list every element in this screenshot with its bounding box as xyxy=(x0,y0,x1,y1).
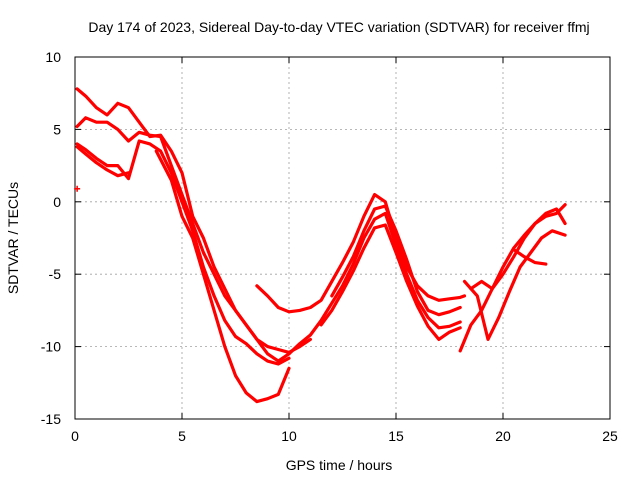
series-line-9 xyxy=(330,204,462,317)
y-tick-label: -10 xyxy=(41,339,61,355)
series-line-13 xyxy=(512,248,548,266)
y-tick-label: 5 xyxy=(53,121,61,137)
y-tick-label: 10 xyxy=(45,49,61,65)
grid xyxy=(75,57,610,419)
x-tick-label: 5 xyxy=(178,428,186,444)
series-line-4 xyxy=(75,145,131,178)
series-line-3 xyxy=(75,139,291,366)
series-line-2 xyxy=(75,116,312,354)
x-tick-label: 10 xyxy=(281,428,297,444)
chart-title: Day 174 of 2023, Sidereal Day-to-day VTE… xyxy=(88,19,589,35)
x-tick-label: 20 xyxy=(495,428,511,444)
y-tick-label: -15 xyxy=(41,411,61,427)
x-tick-label: 25 xyxy=(602,428,618,444)
x-tick-label: 15 xyxy=(388,428,404,444)
y-tick-label: 0 xyxy=(53,194,61,210)
series-line-5 xyxy=(154,149,291,404)
series-line-7 xyxy=(287,211,462,356)
data-series xyxy=(74,87,567,404)
x-axis-label: GPS time / hours xyxy=(286,457,393,473)
y-tick-label: -5 xyxy=(49,266,62,282)
y-axis-label: SDTVAR / TECUs xyxy=(5,182,21,294)
series-line-11 xyxy=(469,207,567,291)
plot-frame xyxy=(74,56,611,420)
x-tick-label: 0 xyxy=(71,428,79,444)
series-line-8 xyxy=(319,223,462,341)
axis-ticks: 0 5 10 15 20 25 -15 -10 -5 0 5 10 xyxy=(41,49,618,444)
series-line-1 xyxy=(75,87,291,363)
series-line-12 xyxy=(462,229,567,341)
series-line-6 xyxy=(255,193,467,314)
data-point-1 xyxy=(74,185,81,192)
series-line-10 xyxy=(458,203,567,353)
